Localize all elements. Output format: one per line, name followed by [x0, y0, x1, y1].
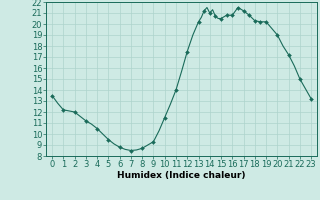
X-axis label: Humidex (Indice chaleur): Humidex (Indice chaleur) [117, 171, 246, 180]
